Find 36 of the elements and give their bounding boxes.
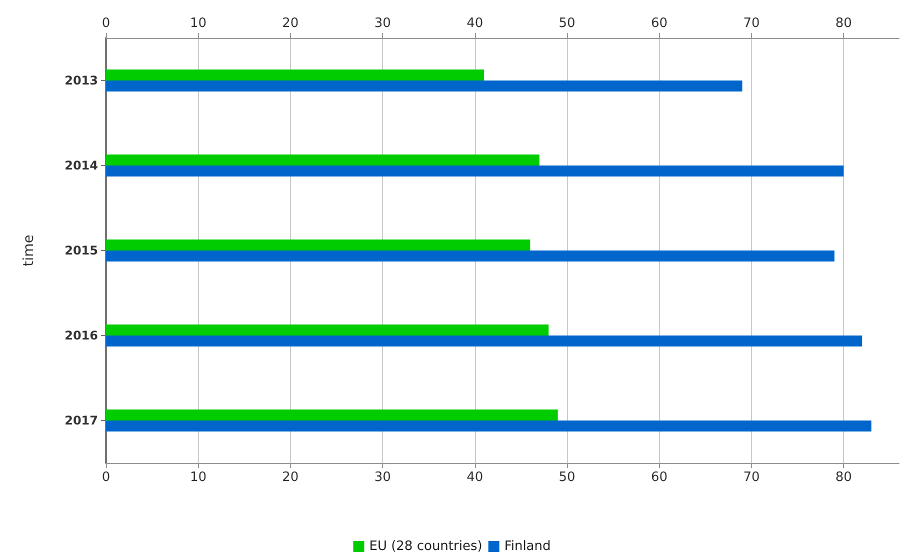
x2-tick-label: 60 bbox=[650, 16, 668, 31]
legend-label: Finland bbox=[504, 539, 551, 554]
legend-label: EU (28 countries) bbox=[369, 539, 482, 554]
y-tick-label: 2013 bbox=[64, 74, 98, 88]
x-tick-label: 10 bbox=[190, 470, 206, 485]
bar bbox=[106, 166, 844, 176]
bar bbox=[106, 250, 834, 262]
bar bbox=[106, 410, 558, 420]
bar bbox=[106, 420, 872, 432]
bar bbox=[106, 154, 540, 166]
y-tick-label: 2015 bbox=[64, 244, 98, 258]
x2-tick-label: 30 bbox=[374, 16, 391, 31]
x2-tick-label: 10 bbox=[190, 16, 206, 31]
x2-tick-label: 0 bbox=[102, 16, 110, 31]
x-tick-label: 80 bbox=[835, 470, 852, 485]
y-axis-title: time bbox=[21, 234, 37, 266]
bar bbox=[106, 240, 530, 250]
x-tick-label: 20 bbox=[282, 470, 299, 485]
x2-tick-label: 70 bbox=[743, 16, 760, 31]
x-tick-label: 50 bbox=[558, 470, 576, 485]
bar bbox=[106, 70, 484, 80]
x2-tick-label: 80 bbox=[835, 16, 852, 31]
x-tick-label: 40 bbox=[466, 470, 484, 485]
x-tick-label: 0 bbox=[102, 470, 110, 485]
x-tick-label: 60 bbox=[650, 470, 668, 485]
bar bbox=[106, 324, 549, 336]
y-tick-label: 2017 bbox=[64, 414, 98, 428]
y-tick-label: 2016 bbox=[64, 328, 98, 342]
bar bbox=[106, 80, 742, 92]
x-tick-label: 30 bbox=[374, 470, 391, 485]
x-tick-label: 70 bbox=[743, 470, 760, 485]
bar bbox=[106, 336, 862, 346]
x2-tick-label: 50 bbox=[558, 16, 576, 31]
x2-tick-label: 20 bbox=[282, 16, 299, 31]
x2-tick-label: 40 bbox=[466, 16, 484, 31]
y-tick-label: 2014 bbox=[64, 158, 98, 172]
